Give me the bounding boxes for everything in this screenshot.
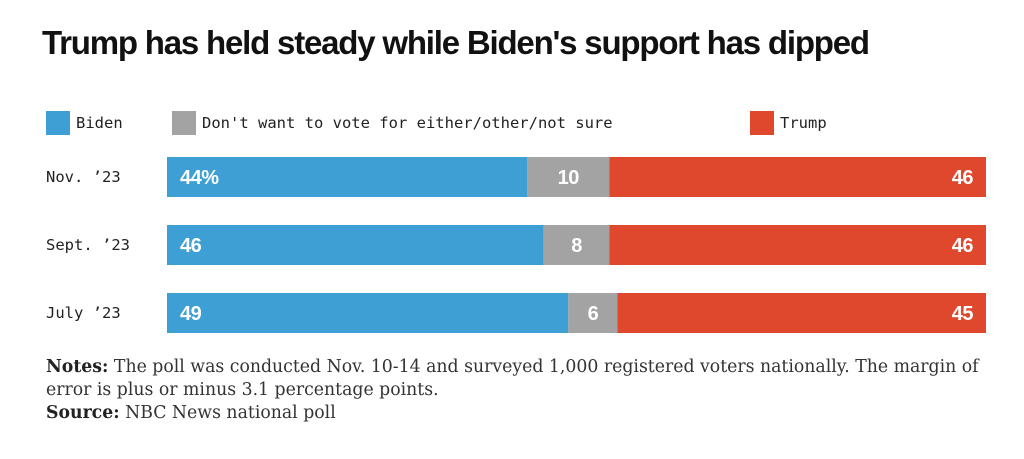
bar-trump-sept-23: [609, 225, 986, 265]
data-label-other-july-23: 6: [588, 303, 599, 325]
notes-text: The poll was conducted Nov. 10-14 and su…: [46, 357, 979, 400]
data-label-trump-nov-23: 46: [952, 167, 974, 189]
category-label-nov-23: Nov. ’23: [46, 168, 121, 186]
data-label-other-nov-23: 10: [558, 167, 580, 189]
notes-paragraph: Notes: The poll was conducted Nov. 10-14…: [46, 356, 996, 402]
source-label: Source:: [46, 403, 120, 423]
legend-swatch-trump: [750, 111, 774, 135]
source-text: NBC News national poll: [125, 403, 336, 423]
data-label-biden-nov-23: 44%: [180, 167, 219, 189]
bar-other-july-23: [568, 293, 618, 333]
chart-notes: Notes: The poll was conducted Nov. 10-14…: [46, 356, 996, 425]
chart-title: Trump has held steady while Biden's supp…: [42, 24, 870, 61]
category-label-july-23: July ’23: [46, 304, 121, 322]
source-line: Source: NBC News national poll: [46, 402, 996, 425]
legend-swatch-other: [172, 111, 196, 135]
bar-biden-nov-23: [167, 157, 528, 197]
data-label-biden-sept-23: 46: [180, 235, 202, 257]
bar-trump-nov-23: [609, 157, 986, 197]
notes-label: Notes:: [46, 357, 109, 377]
legend-label-other: Don't want to vote for either/other/not …: [202, 114, 613, 132]
bar-biden-sept-23: [167, 225, 544, 265]
data-label-trump-sept-23: 46: [952, 235, 974, 257]
data-label-other-sept-23: 8: [571, 235, 582, 257]
legend-label-trump: Trump: [780, 114, 827, 132]
data-label-trump-july-23: 45: [952, 303, 974, 325]
stacked-bar-chart: Nov. ’23 44% 10 46 Sept. ’23 46 8 46 July ’23 49 6…: [46, 157, 986, 333]
category-label-sept-23: Sept. ’23: [46, 236, 130, 254]
bar-biden-july-23: [167, 293, 569, 333]
bar-other-sept-23: [543, 225, 610, 265]
bar-trump-july-23: [617, 293, 986, 333]
bar-other-nov-23: [527, 157, 610, 197]
legend-label-biden: Biden: [76, 114, 123, 132]
legend-swatch-biden: [46, 111, 70, 135]
data-label-biden-july-23: 49: [180, 303, 202, 325]
